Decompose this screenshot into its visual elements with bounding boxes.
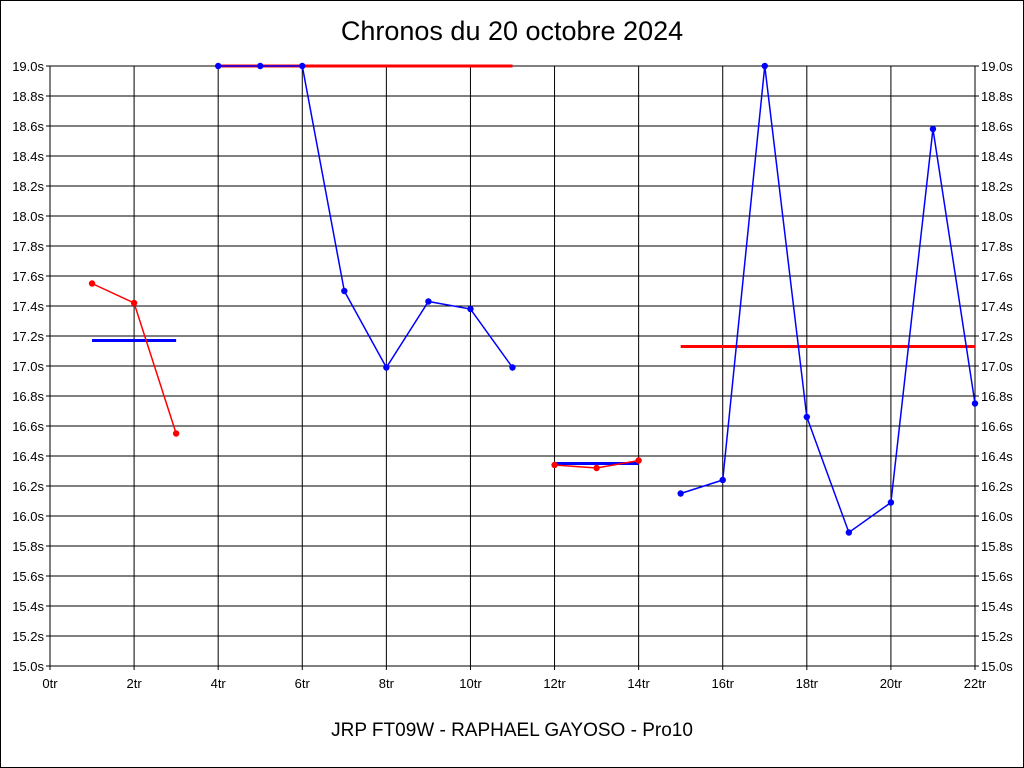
data-point [635, 457, 642, 464]
x-tick-label: 22tr [964, 676, 987, 691]
y-tick-label-left: 17.2s [12, 329, 44, 344]
data-point [887, 499, 895, 506]
data-point [341, 287, 348, 295]
data-point [214, 62, 222, 70]
y-tick-label-left: 18.8s [12, 89, 44, 104]
data-point [719, 476, 726, 484]
data-point [383, 364, 390, 371]
x-tick-label: 10tr [459, 676, 482, 691]
y-tick-label-left: 17.6s [12, 269, 44, 284]
data-point [425, 298, 432, 305]
y-tick-label-left: 15.8s [12, 539, 44, 554]
y-tick-label-left: 15.4s [12, 599, 44, 614]
data-point [88, 280, 96, 287]
y-tick-label-right: 15.6s [981, 569, 1013, 584]
y-tick-label-right: 16.2s [981, 479, 1013, 494]
data-point [467, 305, 474, 313]
y-tick-label-right: 19.0s [981, 59, 1013, 74]
data-point [929, 125, 937, 133]
data-point [299, 62, 306, 70]
y-tick-label-right: 15.4s [981, 599, 1013, 614]
y-tick-label-left: 17.4s [12, 299, 44, 314]
y-tick-label-right: 15.0s [981, 659, 1013, 674]
y-tick-label-left: 18.6s [12, 119, 44, 134]
data-point [509, 364, 516, 371]
x-tick-label: 18tr [796, 676, 819, 691]
x-tick-label: 6tr [295, 676, 311, 691]
data-point [257, 62, 264, 70]
series-line [680, 65, 976, 534]
y-tick-label-left: 16.6s [12, 419, 44, 434]
x-tick-label: 14tr [627, 676, 650, 691]
y-tick-label-left: 15.6s [12, 569, 44, 584]
data-point [130, 299, 138, 307]
x-tick-label: 20tr [880, 676, 903, 691]
y-tick-label-right: 15.2s [981, 629, 1013, 644]
data-point [803, 413, 811, 421]
series-line [218, 65, 514, 369]
y-tick-label-right: 18.4s [981, 149, 1013, 164]
data-point [172, 430, 180, 437]
data-point [677, 490, 684, 497]
y-tick-label-right: 18.6s [981, 119, 1013, 134]
y-tick-label-right: 17.6s [981, 269, 1013, 284]
y-tick-label-right: 16.4s [981, 449, 1013, 464]
data-point [551, 461, 558, 469]
data-point [845, 529, 853, 536]
y-tick-label-right: 18.0s [981, 209, 1013, 224]
data-point [761, 62, 768, 70]
y-tick-label-left: 17.0s [12, 359, 44, 374]
y-tick-label-right: 16.0s [981, 509, 1013, 524]
y-tick-label-right: 16.6s [981, 419, 1013, 434]
y-tick-label-right: 18.2s [981, 179, 1013, 194]
chart-title: Chronos du 20 octobre 2024 [340, 16, 684, 46]
y-tick-label-left: 18.0s [12, 209, 44, 224]
y-tick-label-right: 17.4s [981, 299, 1013, 314]
y-tick-label-right: 17.2s [981, 329, 1013, 344]
x-tick-label: 2tr [127, 676, 143, 691]
y-tick-label-left: 15.0s [12, 659, 44, 674]
data-point [971, 400, 979, 407]
data-point [593, 464, 600, 472]
y-tick-label-left: 19.0s [12, 59, 44, 74]
x-tick-label: 16tr [712, 676, 735, 691]
chart-footer: JRP FT09W - RAPHAEL GAYOSO - Pro10 [331, 720, 693, 741]
y-tick-label-left: 16.8s [12, 389, 44, 404]
x-tick-label: 4tr [211, 676, 227, 691]
y-tick-label-right: 17.8s [981, 239, 1013, 254]
x-tick-label: 8tr [379, 676, 395, 691]
y-tick-label-left: 17.8s [12, 239, 44, 254]
y-tick-label-left: 16.0s [12, 509, 44, 524]
y-tick-label-left: 16.2s [12, 479, 44, 494]
y-tick-label-left: 16.4s [12, 449, 44, 464]
y-tick-label-right: 16.8s [981, 389, 1013, 404]
y-tick-label-right: 18.8s [981, 89, 1013, 104]
x-tick-label: 0tr [42, 676, 58, 691]
y-tick-label-left: 15.2s [12, 629, 44, 644]
x-tick-label: 12tr [543, 676, 566, 691]
y-tick-label-left: 18.2s [12, 179, 44, 194]
y-tick-label-right: 17.0s [981, 359, 1013, 374]
y-tick-label-right: 15.8s [981, 539, 1013, 554]
y-tick-label-left: 18.4s [12, 149, 44, 164]
